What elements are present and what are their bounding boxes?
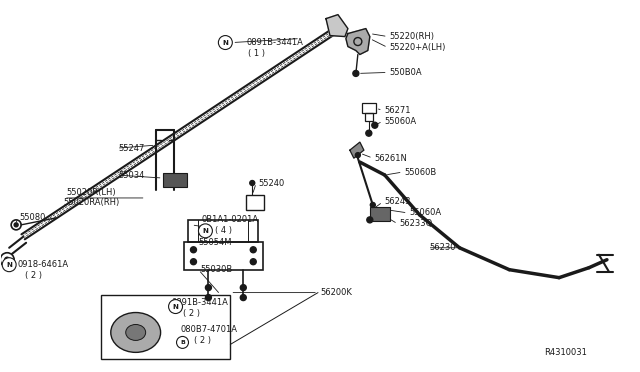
Circle shape xyxy=(250,180,255,186)
Text: 56200K: 56200K xyxy=(320,288,352,297)
Text: B: B xyxy=(180,340,185,345)
Text: 55040C: 55040C xyxy=(116,325,148,334)
Bar xyxy=(365,113,373,121)
Text: 56230: 56230 xyxy=(429,243,456,252)
Bar xyxy=(163,173,186,187)
Circle shape xyxy=(205,285,211,291)
Text: 0B1A1-0201A: 0B1A1-0201A xyxy=(202,215,259,224)
Text: 0891B-3441A: 0891B-3441A xyxy=(246,38,303,47)
Circle shape xyxy=(355,153,360,158)
Bar xyxy=(246,195,264,210)
Circle shape xyxy=(2,258,16,272)
Text: 55080: 55080 xyxy=(19,214,45,222)
Circle shape xyxy=(191,259,196,265)
Circle shape xyxy=(177,336,189,349)
Polygon shape xyxy=(326,15,348,36)
Bar xyxy=(370,207,390,221)
Circle shape xyxy=(366,130,372,136)
Text: 55240: 55240 xyxy=(258,179,285,187)
Text: 56271: 56271 xyxy=(385,106,412,115)
Polygon shape xyxy=(346,29,370,54)
Text: 550B0A: 550B0A xyxy=(390,68,422,77)
Text: 080B7-4701A: 080B7-4701A xyxy=(180,325,237,334)
Ellipse shape xyxy=(111,312,161,352)
Text: 55030B: 55030B xyxy=(200,265,233,274)
Circle shape xyxy=(371,202,375,208)
Text: ( 2 ): ( 2 ) xyxy=(195,336,211,345)
Text: N: N xyxy=(202,228,209,234)
Text: 55034: 55034 xyxy=(119,170,145,180)
Text: 56261N: 56261N xyxy=(375,154,408,163)
Text: 55060B: 55060B xyxy=(404,167,437,177)
Circle shape xyxy=(240,295,246,301)
Text: 55020R(LH): 55020R(LH) xyxy=(66,189,116,198)
Text: ( 2 ): ( 2 ) xyxy=(25,271,42,280)
Text: 0891B-3441A: 0891B-3441A xyxy=(172,298,228,307)
Circle shape xyxy=(14,223,18,227)
Bar xyxy=(189,220,258,242)
Ellipse shape xyxy=(125,324,146,340)
Circle shape xyxy=(240,285,246,291)
Text: 55220+A(LH): 55220+A(LH) xyxy=(390,43,446,52)
Bar xyxy=(101,295,230,359)
Circle shape xyxy=(205,295,211,301)
Text: 55020RA(RH): 55020RA(RH) xyxy=(63,198,119,208)
Text: N: N xyxy=(6,262,12,268)
Text: 55247: 55247 xyxy=(119,144,145,153)
Bar xyxy=(184,242,263,270)
Circle shape xyxy=(367,217,373,223)
Text: ( 2 ): ( 2 ) xyxy=(182,309,200,318)
Circle shape xyxy=(218,36,232,49)
Text: 55060A: 55060A xyxy=(410,208,442,217)
Polygon shape xyxy=(350,142,364,158)
Circle shape xyxy=(353,70,359,76)
Text: N: N xyxy=(223,39,228,45)
Circle shape xyxy=(4,257,10,262)
Circle shape xyxy=(372,122,378,128)
Circle shape xyxy=(250,247,256,253)
Bar xyxy=(362,103,376,113)
Text: 56243: 56243 xyxy=(385,198,412,206)
Text: ( 4 ): ( 4 ) xyxy=(216,226,232,235)
Circle shape xyxy=(191,247,196,253)
Text: 55060A: 55060A xyxy=(385,117,417,126)
Text: R4310031: R4310031 xyxy=(544,348,587,357)
Text: 55220(RH): 55220(RH) xyxy=(390,32,435,41)
Text: ( 1 ): ( 1 ) xyxy=(248,49,265,58)
Text: 56233Q: 56233Q xyxy=(400,219,433,228)
Text: N: N xyxy=(173,304,179,310)
Text: 55054M: 55054M xyxy=(198,238,232,247)
Text: 0918-6461A: 0918-6461A xyxy=(17,260,68,269)
Circle shape xyxy=(250,259,256,265)
Circle shape xyxy=(198,224,212,238)
Circle shape xyxy=(168,299,182,314)
